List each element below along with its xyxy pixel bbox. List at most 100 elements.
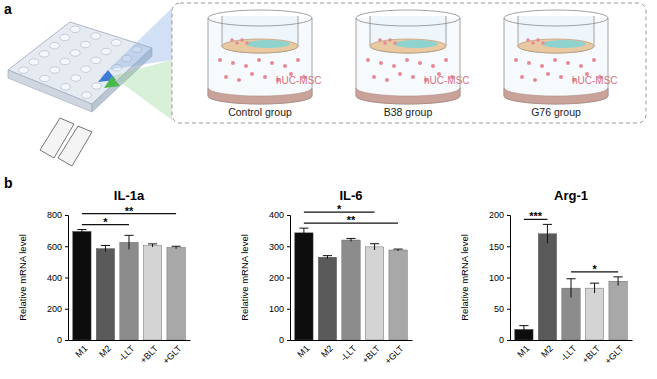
cell bbox=[385, 78, 389, 82]
well bbox=[91, 33, 101, 39]
x-tick: +BLT bbox=[138, 343, 160, 365]
x-tick: M2 bbox=[319, 343, 335, 359]
cell bbox=[230, 38, 234, 42]
cell-layer bbox=[208, 88, 312, 104]
y-tick-label: 200 bbox=[489, 210, 504, 220]
x-tick-label: M2 bbox=[319, 343, 335, 359]
well-top bbox=[208, 10, 312, 26]
cell bbox=[592, 58, 596, 62]
cell bbox=[224, 75, 228, 79]
y-tick-mark bbox=[65, 278, 68, 279]
y-axis-line bbox=[507, 216, 511, 341]
well bbox=[39, 51, 49, 57]
x-tick-label: +GLT bbox=[603, 343, 626, 366]
significance-label: * bbox=[592, 263, 597, 275]
x-axis: M1M2-LLT+BLT+GLT bbox=[69, 341, 191, 367]
beam bbox=[108, 8, 172, 70]
cell bbox=[541, 41, 545, 45]
y-tick-mark bbox=[287, 215, 290, 216]
transwell: hUC-MSCB38 group bbox=[356, 10, 470, 118]
scaffold bbox=[542, 40, 586, 48]
cell bbox=[378, 38, 382, 42]
y-tick-label: 150 bbox=[489, 242, 504, 252]
y-axis-title: Relative mRNA level bbox=[17, 234, 28, 321]
cell bbox=[566, 61, 570, 65]
cell bbox=[411, 75, 415, 79]
x-tick: +GLT bbox=[603, 343, 626, 366]
y-axis: 0100200300400 bbox=[269, 210, 291, 345]
bar bbox=[609, 281, 627, 340]
y-tick-label: 600 bbox=[47, 242, 62, 252]
cell bbox=[553, 58, 557, 62]
well bbox=[91, 57, 101, 63]
x-tick-label: +GLT bbox=[161, 343, 184, 366]
group-label: Control group bbox=[228, 106, 292, 118]
y-axis: 0 200 400 600 800 bbox=[47, 210, 69, 345]
cell bbox=[431, 64, 435, 68]
x-tick-label: M1 bbox=[515, 343, 531, 359]
error-bar bbox=[77, 230, 86, 234]
x-tick-label: +BLT bbox=[580, 343, 602, 365]
y-tick: 600 bbox=[47, 242, 68, 252]
cell bbox=[398, 72, 402, 76]
y-tick-label: 200 bbox=[47, 304, 62, 314]
y-tick: 800 bbox=[47, 210, 68, 220]
x-tick-label: M2 bbox=[97, 343, 113, 359]
cell bbox=[218, 58, 222, 62]
y-tick-label: 400 bbox=[47, 273, 62, 283]
well bbox=[82, 92, 92, 98]
x-axis-line bbox=[69, 340, 191, 341]
x-tick: -LLT bbox=[339, 343, 359, 363]
well bbox=[70, 26, 80, 32]
x-tick-label: M1 bbox=[73, 343, 89, 359]
well bbox=[19, 67, 29, 73]
y-tick: 100 bbox=[269, 304, 290, 314]
well bbox=[80, 41, 90, 47]
x-tick: M1 bbox=[515, 343, 531, 359]
beam bbox=[104, 76, 120, 88]
well bbox=[40, 75, 50, 81]
y-tick-label: 50 bbox=[494, 304, 504, 314]
x-tick: M1 bbox=[295, 343, 311, 359]
x-tick-label: M1 bbox=[295, 343, 311, 359]
cell bbox=[257, 58, 261, 62]
bar bbox=[167, 248, 185, 341]
cell bbox=[283, 64, 287, 68]
x-axis-line bbox=[291, 340, 413, 341]
annotations: *** bbox=[304, 203, 398, 226]
cell bbox=[579, 64, 583, 68]
well-plate-side bbox=[8, 70, 92, 112]
well bbox=[29, 59, 39, 65]
well bbox=[50, 42, 60, 48]
chart: IL-6Relative mRNA level0100200300400M1M2… bbox=[239, 188, 413, 366]
chart-title: Arg-1 bbox=[554, 188, 588, 203]
cell bbox=[244, 64, 248, 68]
annotations: *** bbox=[82, 205, 176, 228]
significance-label: * bbox=[337, 203, 342, 215]
well bbox=[60, 58, 70, 64]
y-tick: 150 bbox=[489, 242, 510, 252]
well bbox=[92, 83, 102, 89]
error-bar bbox=[394, 249, 403, 251]
bar bbox=[389, 250, 407, 340]
y-tick-label: 800 bbox=[47, 210, 62, 220]
chart-title: IL-1a bbox=[114, 188, 145, 203]
y-tick-mark bbox=[507, 278, 510, 279]
well bbox=[71, 75, 81, 81]
x-tick: +GLT bbox=[383, 343, 406, 366]
cell bbox=[231, 61, 235, 65]
well bbox=[50, 67, 60, 73]
cell bbox=[531, 41, 535, 45]
cell bbox=[250, 72, 254, 76]
y-tick-label: 100 bbox=[489, 273, 504, 283]
error-bar bbox=[148, 244, 157, 247]
panel-label: a bbox=[4, 1, 12, 17]
cell bbox=[536, 38, 540, 42]
y-axis: 050100150200 bbox=[489, 210, 511, 345]
significance-label: *** bbox=[529, 210, 543, 222]
membrane bbox=[370, 39, 446, 53]
y-tick-mark bbox=[65, 340, 68, 341]
scaffold bbox=[394, 40, 438, 48]
error-bar bbox=[590, 283, 599, 293]
y-tick: 0 bbox=[57, 335, 68, 345]
